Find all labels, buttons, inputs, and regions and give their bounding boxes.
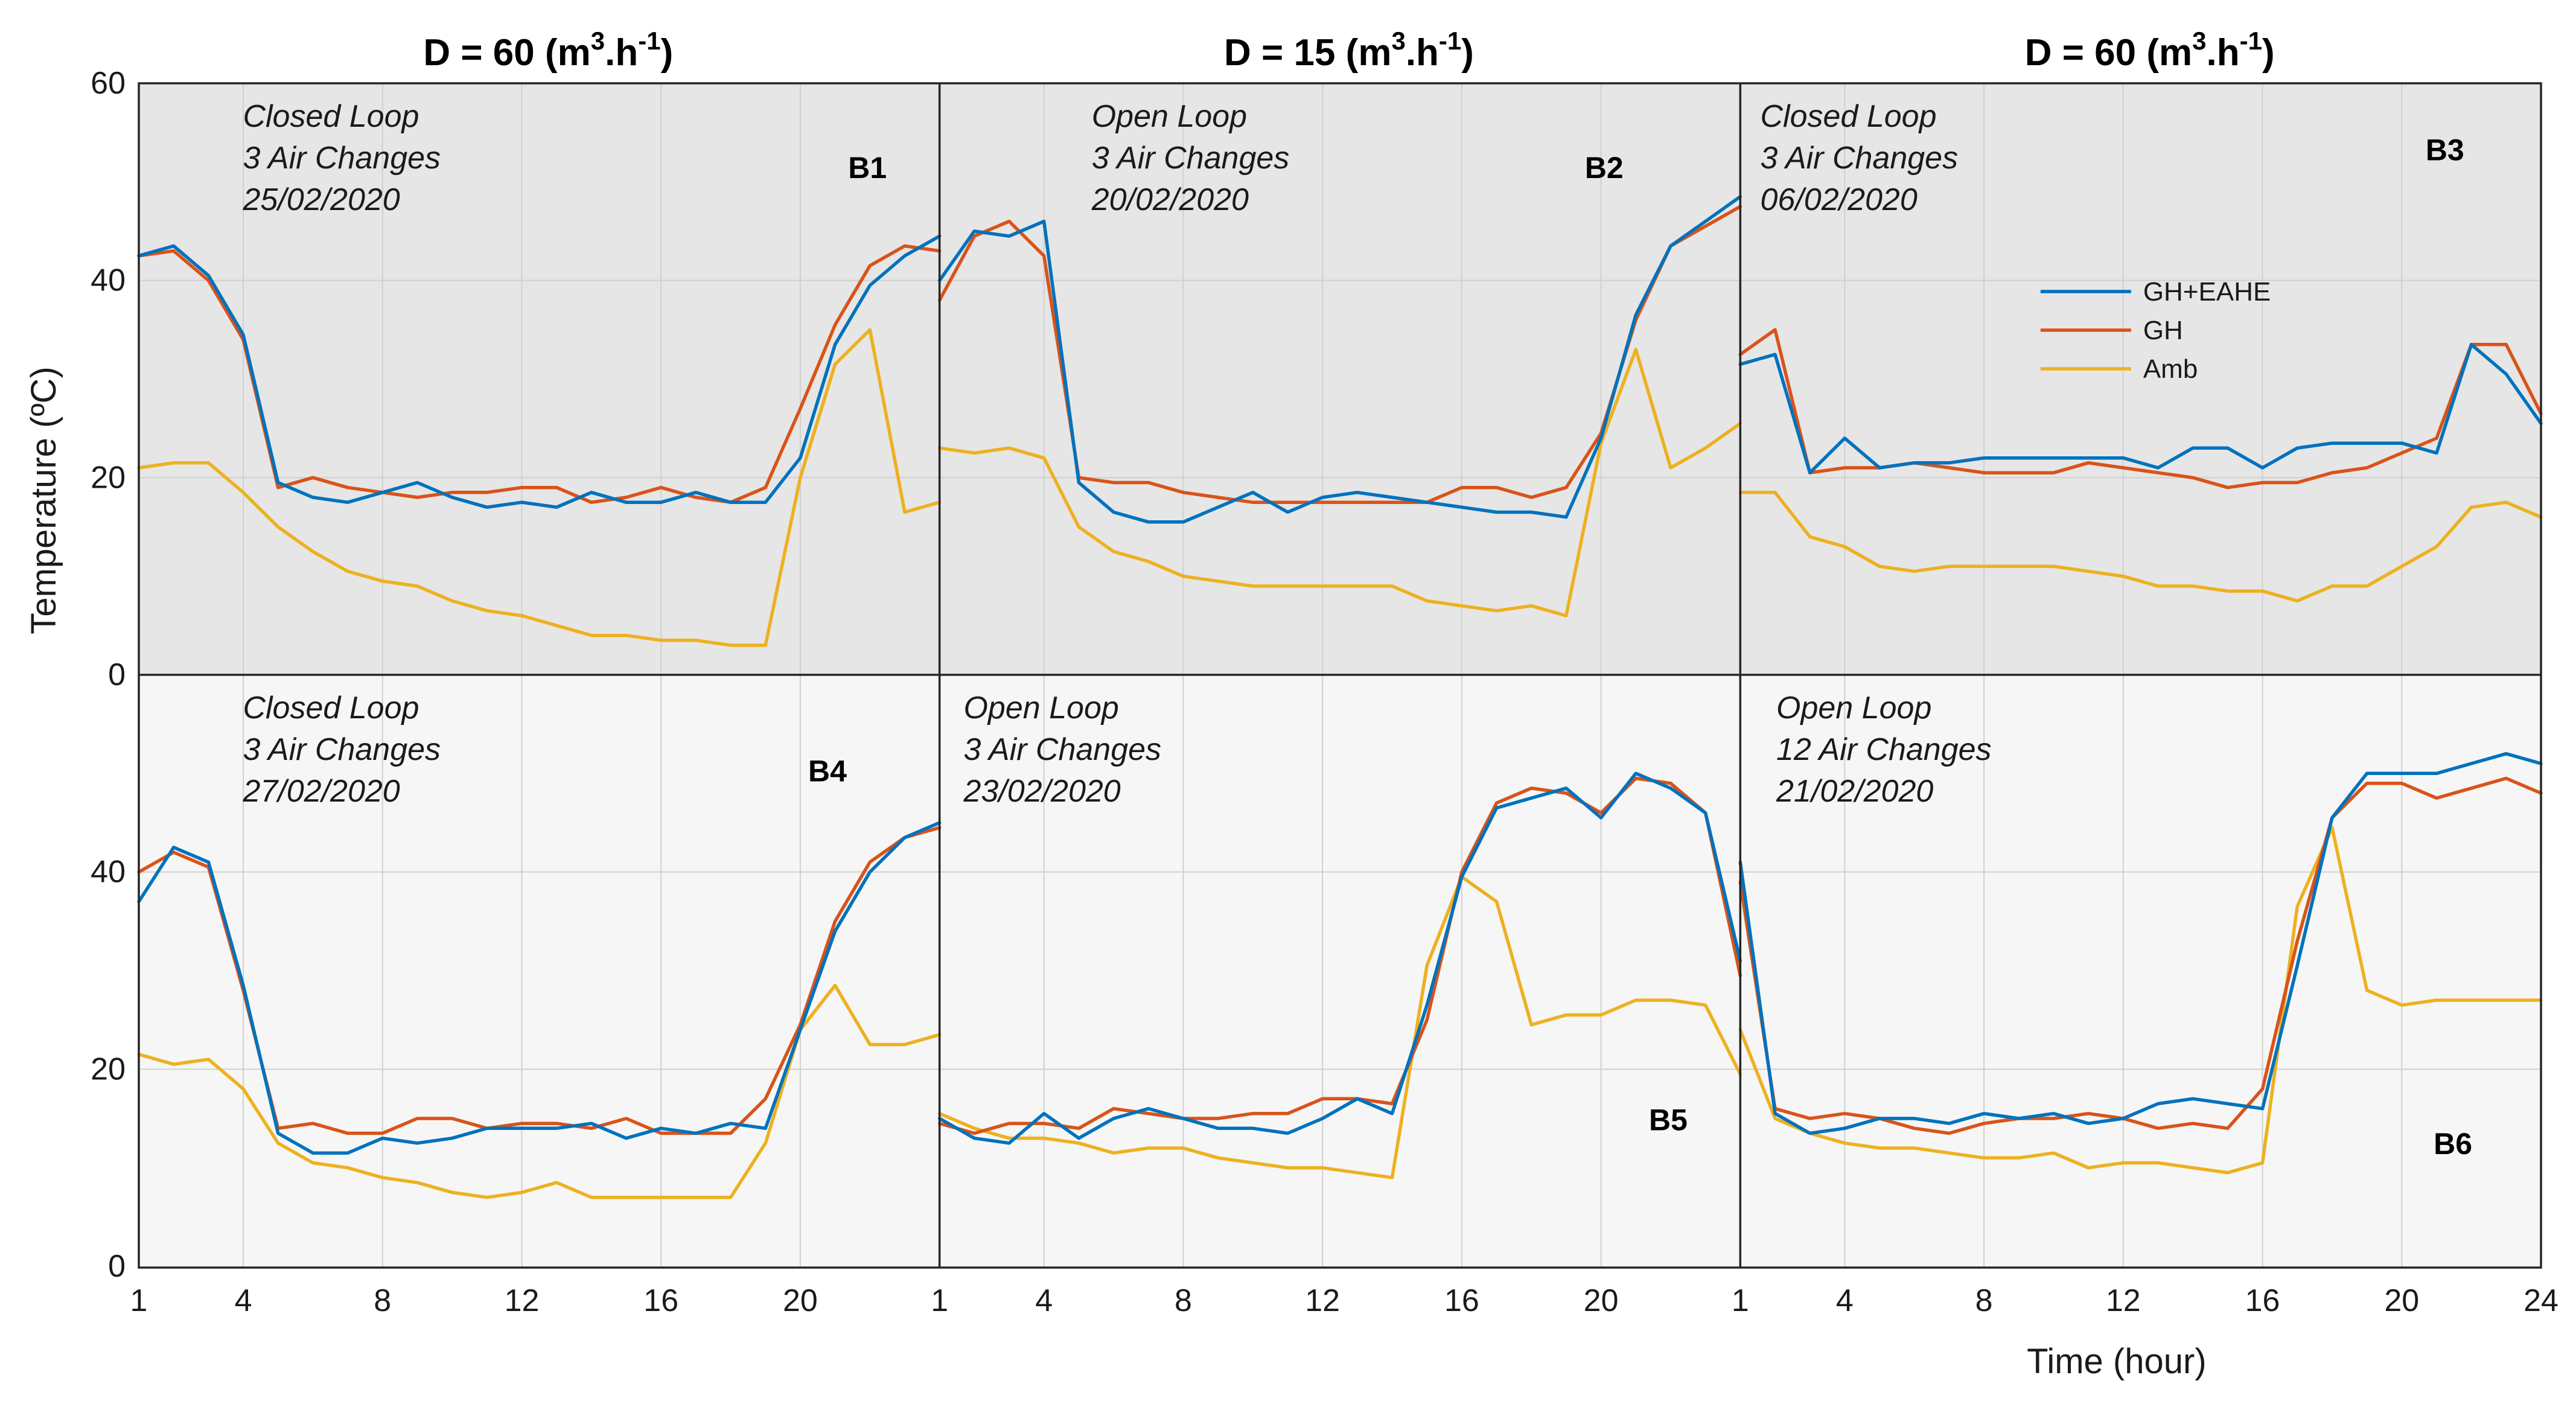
series-line-b4-gh-eahe xyxy=(137,821,942,1155)
x-tick-label: 8 xyxy=(374,1283,391,1318)
x-axis-label: Time (hour) xyxy=(2027,1342,2207,1381)
series-line-b2-gh-eahe xyxy=(937,195,1742,524)
panel-label-b2: B2 xyxy=(1585,151,1624,185)
panel-label-b5: B5 xyxy=(1649,1103,1688,1137)
column-title: D = 60 (m3.h-1) xyxy=(2025,27,2275,74)
series-line-b5-gh-eahe xyxy=(937,771,1742,1145)
panel-note-b5: 3 Air Changes xyxy=(963,732,1161,767)
panel-note-b1: 25/02/2020 xyxy=(242,182,400,217)
series-line-b6-gh xyxy=(1738,776,2543,1135)
panel-background-row-1 xyxy=(139,83,2541,675)
panel-note-b1: Closed Loop xyxy=(243,99,419,134)
x-tick-label: 8 xyxy=(1975,1283,1993,1318)
x-tick-label: 20 xyxy=(1584,1283,1619,1318)
series-line-b5-gh xyxy=(937,776,1742,1135)
x-tick-label: 20 xyxy=(783,1283,818,1318)
x-tick-label: 16 xyxy=(1444,1283,1479,1318)
column-title: D = 60 (m3.h-1) xyxy=(423,27,673,74)
series-line-b3-gh-eahe xyxy=(1738,343,2543,474)
y-tick-label: 60 xyxy=(91,66,126,101)
x-tick-label: 12 xyxy=(505,1283,540,1318)
y-tick-label: 20 xyxy=(91,1051,126,1086)
panel-note-b3: Closed Loop xyxy=(1761,99,1937,134)
y-tick-label: 20 xyxy=(91,460,126,495)
panel-note-b6: 21/02/2020 xyxy=(1776,774,1933,809)
panel-label-b1: B1 xyxy=(848,151,887,185)
y-axis-label: Temperature (ºC) xyxy=(24,366,63,634)
panel-note-b4: 3 Air Changes xyxy=(243,732,441,767)
legend-label-gh: GH xyxy=(2143,316,2183,345)
series-line-b1-amb xyxy=(137,328,942,647)
series-line-b4-amb xyxy=(137,983,942,1199)
panel-label-b3: B3 xyxy=(2426,133,2464,167)
panel-note-b5: 23/02/2020 xyxy=(963,774,1120,809)
panel-note-b6: Open Loop xyxy=(1776,691,1931,726)
x-tick-label: 16 xyxy=(2245,1283,2280,1318)
series-line-b5-amb xyxy=(937,875,1742,1179)
panel-note-b6: 12 Air Changes xyxy=(1776,732,1992,767)
legend-label-gh-eahe: GH+EAHE xyxy=(2143,277,2271,307)
x-tick-label: 4 xyxy=(235,1283,252,1318)
series-line-b6-amb xyxy=(1738,826,2543,1175)
series-line-b2-amb xyxy=(937,348,1742,617)
panel-note-b5: Open Loop xyxy=(963,691,1118,726)
panel-background-row-2 xyxy=(139,675,2541,1266)
series-line-b6-gh-eahe xyxy=(1738,751,2543,1135)
x-tick-label: 8 xyxy=(1175,1283,1192,1318)
x-tick-label: 12 xyxy=(2106,1283,2141,1318)
panel-label-b6: B6 xyxy=(2434,1127,2472,1161)
panel-note-b3: 06/02/2020 xyxy=(1761,182,1918,217)
x-tick-label: 16 xyxy=(643,1283,678,1318)
panel-note-b2: 20/02/2020 xyxy=(1091,182,1249,217)
x-tick-label: 20 xyxy=(2384,1283,2419,1318)
legend-label-amb: Amb xyxy=(2143,354,2198,384)
panel-note-b4: Closed Loop xyxy=(243,691,419,726)
x-tick-label: 1 xyxy=(931,1283,948,1318)
y-tick-label: 0 xyxy=(108,657,126,692)
y-tick-label: 40 xyxy=(91,855,126,890)
y-tick-label: 0 xyxy=(108,1249,126,1284)
x-tick-label: 4 xyxy=(1836,1283,1854,1318)
x-tick-label: 1 xyxy=(130,1283,148,1318)
x-tick-label: 24 xyxy=(2523,1283,2558,1318)
series-line-b3-amb xyxy=(1738,491,2543,603)
panel-note-b4: 27/02/2020 xyxy=(242,774,400,809)
x-tick-label: 12 xyxy=(1305,1283,1340,1318)
panel-note-b1: 3 Air Changes xyxy=(243,141,441,176)
column-title: D = 15 (m3.h-1) xyxy=(1224,27,1474,74)
panel-label-b4: B4 xyxy=(808,754,847,788)
panel-note-b2: Open Loop xyxy=(1092,99,1247,134)
panel-note-b2: 3 Air Changes xyxy=(1092,141,1290,176)
series-line-b3-gh xyxy=(1738,328,2543,490)
x-tick-label: 4 xyxy=(1035,1283,1053,1318)
y-tick-label: 40 xyxy=(91,263,126,298)
series-line-b1-gh-eahe xyxy=(137,234,942,509)
panel-note-b3: 3 Air Changes xyxy=(1761,141,1959,176)
x-tick-label: 1 xyxy=(1732,1283,1749,1318)
